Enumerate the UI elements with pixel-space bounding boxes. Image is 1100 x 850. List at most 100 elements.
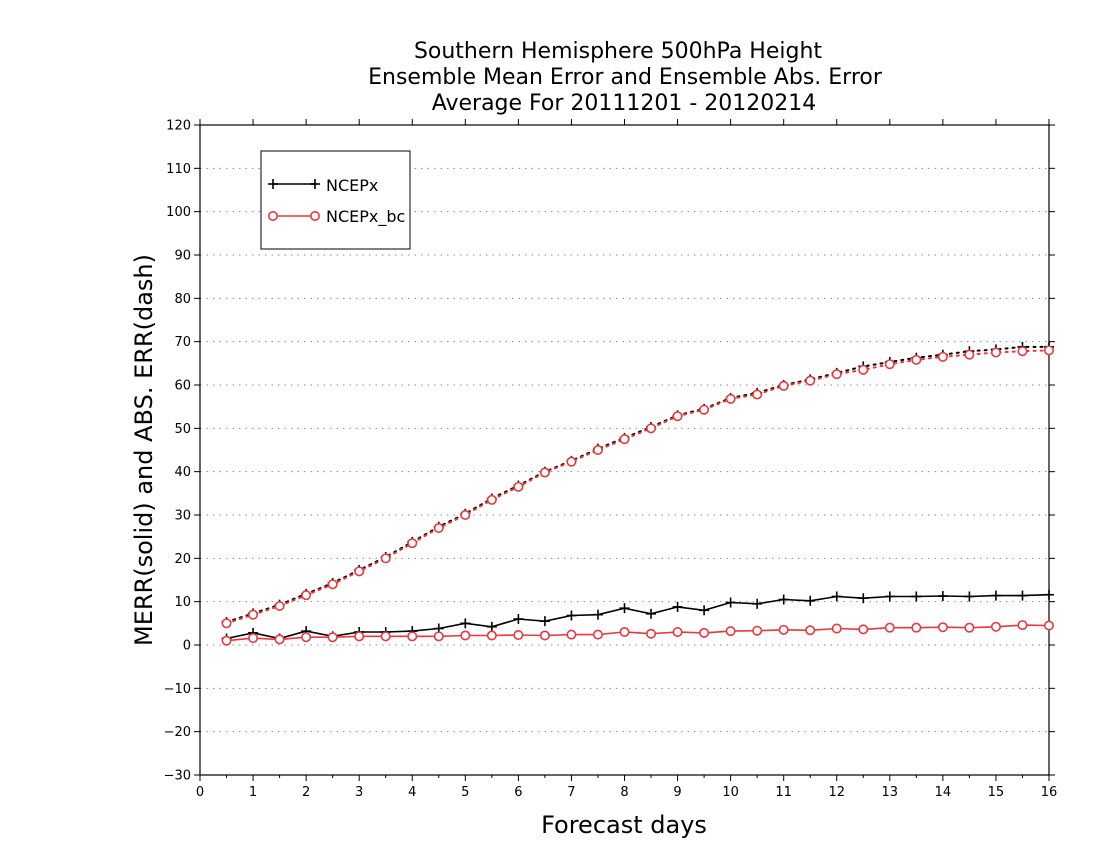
data-point-ncepx-bc-merr — [964, 622, 975, 633]
data-point-ncepx-bc-abs-err — [274, 600, 285, 611]
y-tick-label: 60 — [174, 379, 191, 394]
data-point-ncepx-merr — [990, 590, 1001, 601]
x-tick-label: 16 — [1041, 785, 1058, 800]
y-tick-label: 40 — [174, 465, 191, 480]
data-point-ncepx-bc-merr — [460, 630, 471, 641]
data-point-ncepx-merr — [778, 594, 789, 605]
data-point-ncepx-bc-merr — [301, 632, 312, 643]
data-series — [221, 341, 1055, 646]
y-tick-label: 0 — [183, 639, 191, 654]
data-point-ncepx-bc-merr — [327, 632, 338, 643]
data-point-ncepx-bc-merr — [778, 624, 789, 635]
data-point-ncepx-bc-merr — [646, 628, 657, 639]
data-point-ncepx-bc-abs-err — [699, 404, 710, 415]
data-point-ncepx-bc-merr — [221, 635, 232, 646]
chart-title-line-3: Average For 20111201 - 20120214 — [432, 91, 817, 116]
data-point-ncepx-bc-abs-err — [752, 389, 763, 400]
data-point-ncepx-merr — [831, 591, 842, 602]
data-point-ncepx-merr — [619, 603, 630, 614]
data-point-ncepx-merr — [1044, 589, 1054, 600]
legend: NCEPx NCEPx_bc — [260, 150, 411, 250]
x-tick-label: 10 — [722, 785, 739, 800]
data-point-ncepx-bc-merr — [592, 629, 603, 640]
legend-marker — [309, 211, 320, 222]
x-tick-label: 4 — [408, 785, 416, 800]
legend-entry-ncepx: NCEPx — [326, 176, 378, 195]
data-point-ncepx-bc-merr — [937, 622, 948, 633]
legend-marker — [310, 179, 320, 189]
data-point-ncepx-bc-abs-err — [937, 351, 948, 362]
x-tick-label: 0 — [196, 785, 204, 800]
x-axis-label: Forecast days — [541, 811, 707, 839]
y-axis-label: MERR(solid) and ABS. ERR(dash) — [130, 254, 158, 646]
data-point-ncepx-merr — [752, 598, 763, 609]
data-point-ncepx-bc-abs-err — [964, 349, 975, 360]
y-tick-label: 120 — [166, 119, 191, 134]
data-point-ncepx-merr — [486, 621, 497, 632]
data-point-ncepx-bc-abs-err — [805, 375, 816, 386]
data-point-ncepx-bc-abs-err — [539, 467, 550, 478]
data-point-ncepx-bc-merr — [990, 621, 1001, 632]
x-tick-label: 5 — [461, 785, 469, 800]
x-tick-label: 9 — [673, 785, 681, 800]
data-point-ncepx-bc-merr — [619, 626, 630, 637]
data-point-ncepx-bc-abs-err — [619, 434, 630, 445]
data-point-ncepx-bc-abs-err — [221, 618, 232, 629]
data-point-ncepx-bc-merr — [513, 630, 524, 641]
y-tick-label: 90 — [174, 249, 191, 264]
data-point-ncepx-bc-abs-err — [646, 423, 657, 434]
data-point-ncepx-bc-merr — [486, 630, 497, 641]
legend-box — [260, 150, 411, 250]
legend-marker — [268, 179, 278, 189]
y-tick-label: 110 — [166, 162, 191, 177]
data-point-ncepx-bc-merr — [831, 623, 842, 634]
data-point-ncepx-merr — [725, 597, 736, 608]
x-tick-label: 8 — [620, 785, 628, 800]
data-point-ncepx-merr — [1017, 590, 1028, 601]
data-point-ncepx-merr — [884, 591, 895, 602]
y-tick-label: 30 — [174, 509, 191, 524]
data-point-ncepx-bc-abs-err — [380, 553, 391, 564]
data-point-ncepx-bc-merr — [1044, 620, 1055, 631]
data-point-ncepx-bc-merr — [566, 629, 577, 640]
series-line-ncepx-abs-err — [225, 345, 1050, 623]
data-point-ncepx-merr — [699, 605, 710, 616]
y-tick-label: 100 — [166, 205, 191, 220]
x-tick-label: 14 — [935, 785, 952, 800]
data-point-ncepx-bc-merr — [699, 627, 710, 638]
data-point-ncepx-merr — [805, 595, 816, 606]
data-point-ncepx-bc-abs-err — [778, 380, 789, 391]
data-point-ncepx-bc-abs-err — [884, 359, 895, 370]
x-tick-label: 7 — [567, 785, 575, 800]
data-point-ncepx-bc-abs-err — [672, 411, 683, 422]
chart-title-line-2: Ensemble Mean Error and Ensemble Abs. Er… — [368, 65, 883, 90]
y-tick-label: −10 — [164, 682, 191, 697]
chart-title-line-1: Southern Hemisphere 500hPa Height — [414, 39, 822, 64]
data-point-ncepx-bc-abs-err — [990, 347, 1001, 358]
x-tick-label: 6 — [514, 785, 522, 800]
data-point-ncepx-merr — [964, 591, 975, 602]
data-point-ncepx-bc-abs-err — [911, 354, 922, 365]
data-point-ncepx-bc-abs-err — [831, 369, 842, 380]
data-point-ncepx-bc-abs-err — [433, 522, 444, 533]
data-point-ncepx-merr — [460, 618, 471, 629]
data-point-ncepx-merr — [566, 610, 577, 621]
data-point-ncepx-bc-abs-err — [301, 590, 312, 601]
data-point-ncepx-merr — [646, 608, 657, 619]
data-point-ncepx-bc-abs-err — [460, 509, 471, 520]
data-point-ncepx-merr — [672, 601, 683, 612]
data-point-ncepx-bc-abs-err — [354, 566, 365, 577]
data-point-ncepx-bc-merr — [433, 631, 444, 642]
series-line-ncepx-bc-abs-err — [225, 349, 1050, 625]
y-tick-label: −30 — [164, 769, 191, 784]
y-tick-label: 10 — [174, 595, 191, 610]
legend-entry-ncepx-bc: NCEPx_bc — [326, 207, 405, 227]
data-point-ncepx-bc-merr — [248, 633, 259, 644]
data-point-ncepx-bc-merr — [1017, 620, 1028, 631]
data-point-ncepx-bc-merr — [805, 625, 816, 636]
x-tick-label: 1 — [249, 785, 257, 800]
data-point-ncepx-bc-merr — [884, 622, 895, 633]
data-point-ncepx-bc-merr — [672, 626, 683, 637]
